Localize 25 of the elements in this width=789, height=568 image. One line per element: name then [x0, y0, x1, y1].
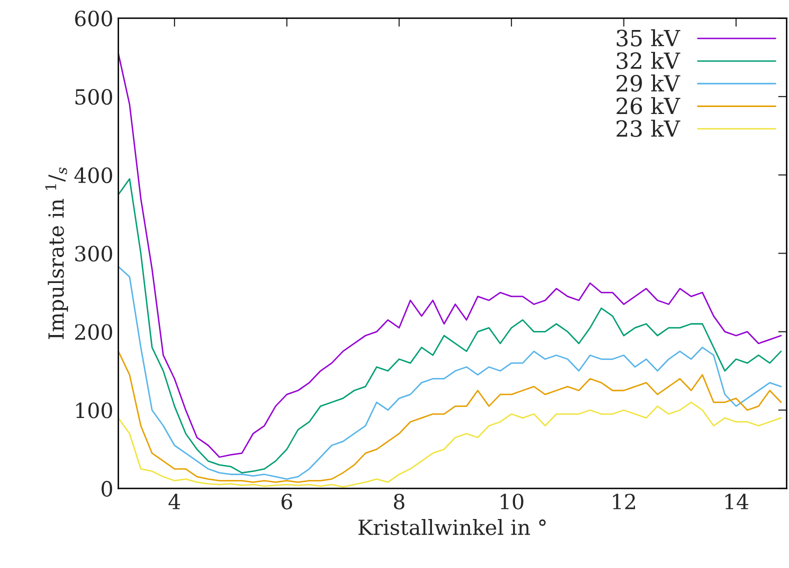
legend-label: 32 kV — [616, 52, 680, 70]
x-tick-label: 10 — [500, 494, 524, 510]
y-tick-label: 600 — [75, 10, 112, 26]
y-tick-label: 400 — [74, 167, 112, 184]
y-tick-label: 500 — [75, 89, 112, 105]
line-series — [118, 266, 782, 480]
legend-label: 23 kV — [616, 120, 680, 137]
line-series — [118, 178, 782, 474]
x-tick-label: 6 — [282, 494, 292, 510]
legend-label: 29 kV — [616, 74, 680, 92]
x-tick-label: 4 — [168, 494, 180, 510]
x-axis-title: Kristallwinkel in ° — [358, 519, 546, 536]
x-tick-label: 12 — [613, 494, 635, 510]
legend-label: 35 kV — [616, 29, 680, 46]
y-tick-label: 100 — [76, 402, 112, 418]
y-axis-title: Impulsrate in $^{1}$/$_{s}$ — [45, 168, 68, 340]
line-series — [118, 402, 782, 488]
x-tick-label: 8 — [394, 494, 404, 510]
legend-label: 26 kV — [616, 97, 680, 114]
y-tick-label: 0 — [102, 480, 112, 497]
y-tick-label: 300 — [75, 246, 112, 262]
x-tick-label: 14 — [725, 494, 748, 510]
y-tick-label: 200 — [75, 324, 112, 340]
line-series — [118, 52, 782, 458]
line-series — [118, 350, 782, 483]
